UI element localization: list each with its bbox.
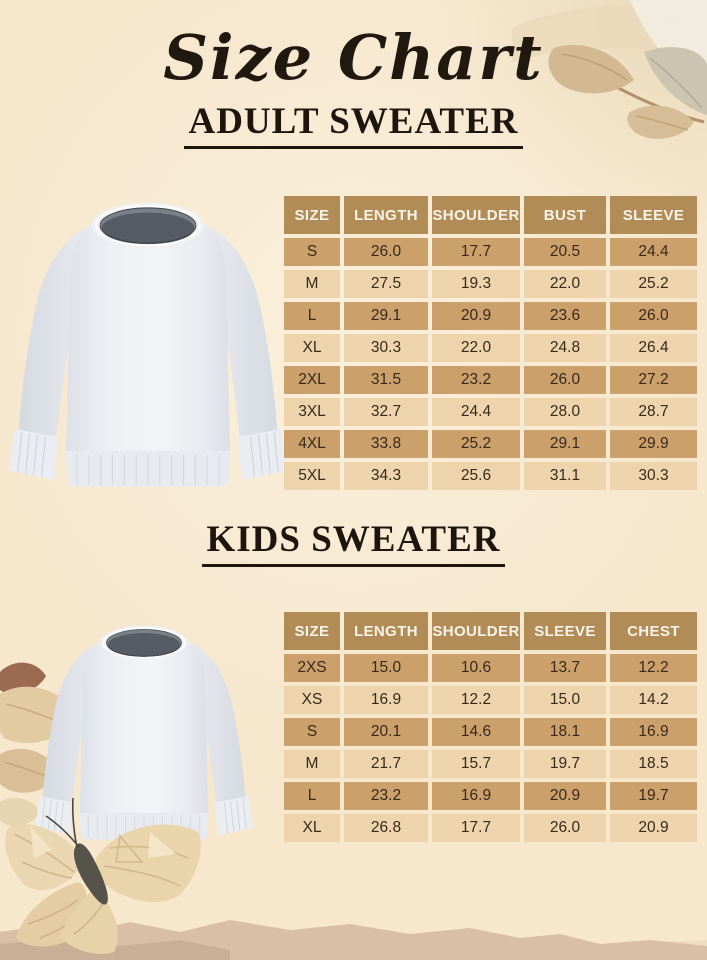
- table-cell: 33.8: [344, 430, 428, 458]
- table-cell: 2XL: [284, 366, 340, 394]
- column-header: SLEEVE: [524, 612, 606, 650]
- page-title: Size Chart: [163, 21, 544, 94]
- table-cell: 16.9: [344, 686, 428, 714]
- table-cell: 23.2: [432, 366, 520, 394]
- table-cell: 24.4: [610, 238, 697, 266]
- table-cell: 26.0: [344, 238, 428, 266]
- table-cell: S: [284, 238, 340, 266]
- table-cell: 15.0: [524, 686, 606, 714]
- table-cell: L: [284, 782, 340, 810]
- table-cell: 25.2: [610, 270, 697, 298]
- table-cell: S: [284, 718, 340, 746]
- table-cell: 2XS: [284, 654, 340, 682]
- table-cell: XL: [284, 334, 340, 362]
- table-cell: 15.0: [344, 654, 428, 682]
- table-cell: 3XL: [284, 398, 340, 426]
- table-cell: 18.5: [610, 750, 697, 778]
- table-cell: 18.1: [524, 718, 606, 746]
- table-cell: 25.6: [432, 462, 520, 490]
- table-cell: 26.0: [610, 302, 697, 330]
- table-cell: XS: [284, 686, 340, 714]
- table-cell: 22.0: [432, 334, 520, 362]
- table-cell: 19.7: [524, 750, 606, 778]
- table-cell: 26.0: [524, 366, 606, 394]
- table-cell: 26.0: [524, 814, 606, 842]
- table-cell: 32.7: [344, 398, 428, 426]
- adult-sweater-image: [7, 201, 289, 488]
- column-header: SLEEVE: [610, 196, 697, 234]
- table-cell: 4XL: [284, 430, 340, 458]
- table-cell: M: [284, 750, 340, 778]
- butterfly-icon: [5, 797, 201, 954]
- table-cell: 31.5: [344, 366, 428, 394]
- table-cell: 24.4: [432, 398, 520, 426]
- kids-section-heading: KIDS SWEATER: [0, 519, 707, 567]
- column-header: SHOULDER: [432, 612, 520, 650]
- autumn-leaves-left-icon: [0, 662, 78, 827]
- table-cell: 27.2: [610, 366, 697, 394]
- table-cell: 21.7: [344, 750, 428, 778]
- column-header: BUST: [524, 196, 606, 234]
- table-cell: 26.8: [344, 814, 428, 842]
- table-cell: 16.9: [432, 782, 520, 810]
- table-cell: 29.1: [524, 430, 606, 458]
- table-cell: 17.7: [432, 814, 520, 842]
- table-cell: XL: [284, 814, 340, 842]
- table-cell: 17.7: [432, 238, 520, 266]
- column-header: SIZE: [284, 612, 340, 650]
- table-cell: 20.5: [524, 238, 606, 266]
- torn-paper-edge: [0, 920, 707, 960]
- table-cell: 5XL: [284, 462, 340, 490]
- table-cell: 19.3: [432, 270, 520, 298]
- column-header: LENGTH: [344, 196, 428, 234]
- table-cell: L: [284, 302, 340, 330]
- table-cell: 23.2: [344, 782, 428, 810]
- table-cell: 12.2: [610, 654, 697, 682]
- table-cell: 22.0: [524, 270, 606, 298]
- adult-size-table: SIZE LENGTH SHOULDER BUST SLEEVE S 26.0 …: [284, 196, 697, 490]
- column-header: SIZE: [284, 196, 340, 234]
- table-cell: 13.7: [524, 654, 606, 682]
- table-cell: 29.9: [610, 430, 697, 458]
- table-cell: 16.9: [610, 718, 697, 746]
- table-cell: 12.2: [432, 686, 520, 714]
- table-cell: 15.7: [432, 750, 520, 778]
- table-cell: 14.2: [610, 686, 697, 714]
- table-cell: 20.9: [610, 814, 697, 842]
- table-cell: 10.6: [432, 654, 520, 682]
- table-cell: 31.1: [524, 462, 606, 490]
- column-header: SHOULDER: [432, 196, 520, 234]
- kids-sweater-image: [34, 624, 254, 841]
- table-cell: 20.1: [344, 718, 428, 746]
- table-cell: 28.7: [610, 398, 697, 426]
- table-cell: 30.3: [610, 462, 697, 490]
- table-cell: 29.1: [344, 302, 428, 330]
- table-cell: 27.5: [344, 270, 428, 298]
- table-cell: 26.4: [610, 334, 697, 362]
- table-cell: 34.3: [344, 462, 428, 490]
- table-cell: 28.0: [524, 398, 606, 426]
- table-cell: 19.7: [610, 782, 697, 810]
- table-cell: 23.6: [524, 302, 606, 330]
- column-header: LENGTH: [344, 612, 428, 650]
- column-header: CHEST: [610, 612, 697, 650]
- table-cell: 24.8: [524, 334, 606, 362]
- adult-section-heading: ADULT SWEATER: [0, 101, 707, 149]
- table-cell: 20.9: [524, 782, 606, 810]
- kids-size-table: SIZE LENGTH SHOULDER SLEEVE CHEST 2XS 15…: [284, 612, 697, 842]
- table-cell: 20.9: [432, 302, 520, 330]
- table-cell: 25.2: [432, 430, 520, 458]
- table-cell: 30.3: [344, 334, 428, 362]
- table-cell: 14.6: [432, 718, 520, 746]
- table-cell: M: [284, 270, 340, 298]
